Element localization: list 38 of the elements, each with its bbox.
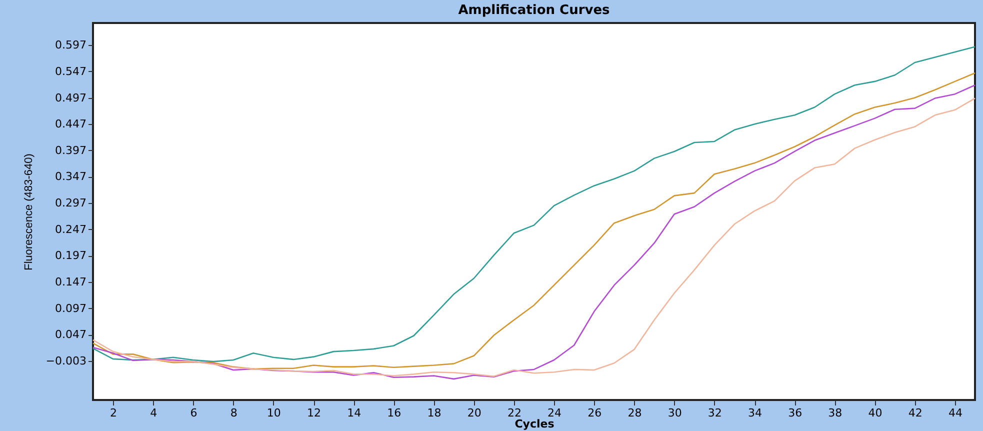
y-tick-label: 0.497 (55, 91, 86, 104)
y-tick-label: 0.197 (55, 249, 86, 262)
x-tick-label: 14 (347, 406, 362, 420)
y-tick-label: 0.547 (55, 64, 86, 78)
y-tick-label: 0.247 (55, 222, 86, 236)
y-axis-title: Fluorescence (483-640) (22, 154, 35, 270)
y-tick-label: 0.097 (55, 302, 86, 315)
x-tick-label: 10 (266, 406, 281, 420)
x-tick-label: 28 (628, 406, 642, 420)
x-tick-label: 26 (588, 406, 602, 420)
x-tick-label: 8 (230, 406, 238, 420)
x-tick-label: 18 (427, 406, 442, 420)
y-tick-label: 0.447 (55, 118, 86, 131)
y-tick-label: 0.297 (55, 196, 86, 210)
x-tick-label: 40 (868, 406, 882, 420)
y-tick-label: 0.147 (55, 276, 86, 289)
x-tick-label: 36 (788, 406, 802, 420)
x-tick-label: 24 (548, 406, 562, 420)
x-tick-label: 42 (908, 406, 922, 420)
x-tick-label: 22 (507, 406, 522, 420)
x-tick-label: 30 (668, 406, 682, 420)
x-tick-label: 34 (748, 406, 762, 420)
x-tick-label: 32 (708, 406, 722, 420)
x-tick-label: 6 (190, 406, 198, 420)
x-tick-label: 20 (467, 406, 482, 420)
chart-title: Amplification Curves (458, 3, 610, 18)
x-tick-label: 12 (307, 406, 321, 420)
x-axis-title: Cycles (514, 418, 555, 430)
y-tick-label: 0.047 (55, 328, 86, 342)
y-tick-label: 0.597 (55, 38, 86, 52)
y-tick-label: 0.347 (55, 170, 86, 184)
x-tick-label: 44 (948, 406, 962, 420)
x-tick-label: 16 (387, 406, 402, 420)
y-tick-label: −0.003 (46, 354, 86, 368)
x-tick-label: 2 (110, 406, 118, 420)
x-tick-label: 38 (828, 406, 842, 420)
y-tick-label: 0.397 (55, 144, 86, 157)
x-tick-label: 4 (150, 406, 158, 420)
